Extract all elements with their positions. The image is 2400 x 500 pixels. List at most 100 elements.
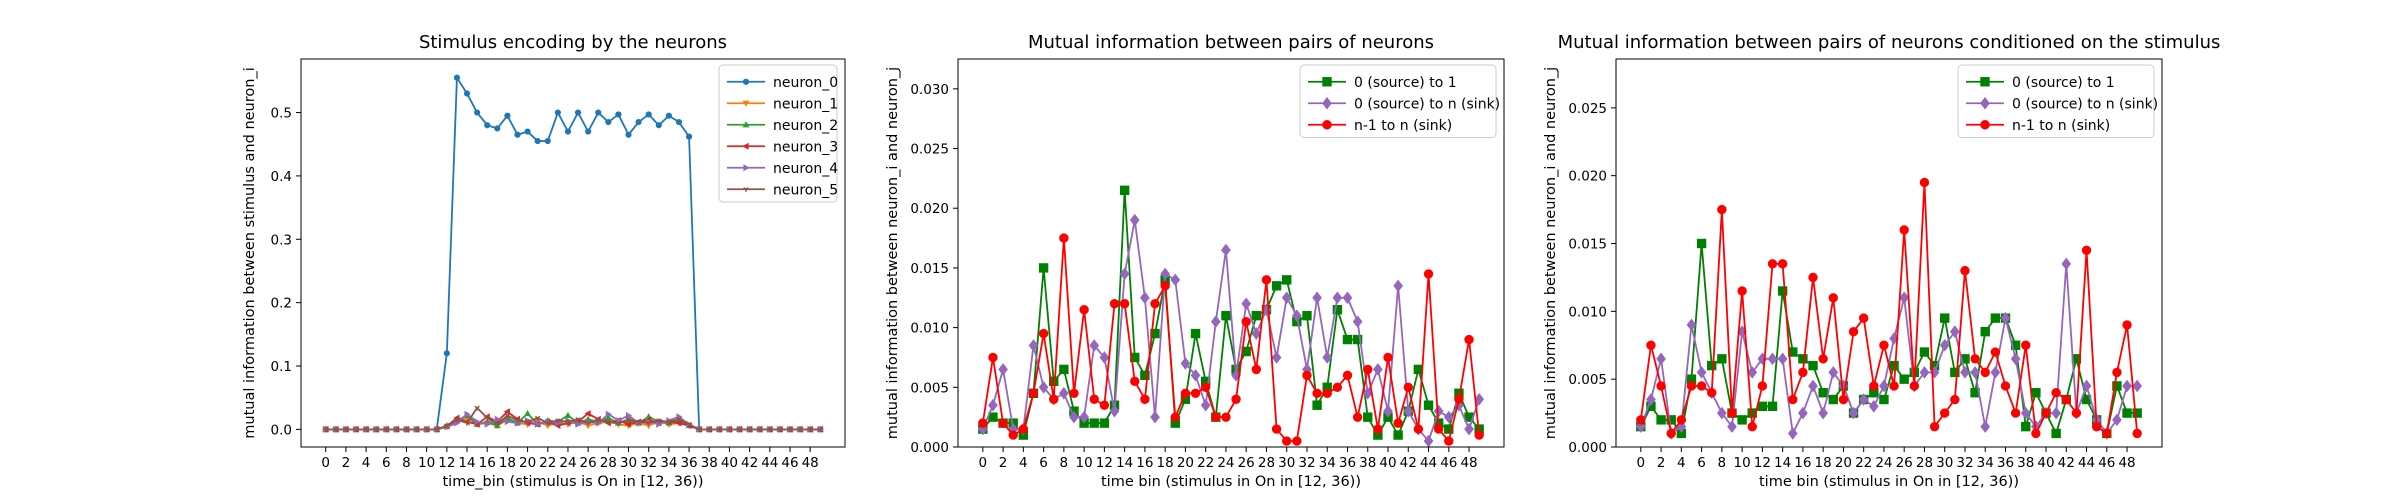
data-point bbox=[1464, 422, 1474, 436]
series-line bbox=[325, 413, 821, 431]
data-point bbox=[1747, 421, 1757, 432]
x-tick-label: 28 bbox=[1916, 455, 1933, 471]
data-point bbox=[585, 128, 592, 135]
data-point bbox=[2061, 257, 2072, 271]
data-point bbox=[1798, 354, 1808, 364]
data-point bbox=[1848, 326, 1859, 337]
data-point bbox=[1423, 400, 1434, 410]
data-point bbox=[545, 420, 551, 426]
data-point bbox=[605, 419, 612, 425]
data-point bbox=[1423, 434, 1434, 448]
x-tick-label: 12 bbox=[438, 455, 455, 471]
data-point bbox=[2051, 388, 2061, 398]
legend-entry: 0 (source) to n (sink) bbox=[1354, 96, 1500, 112]
data-point bbox=[1656, 352, 1666, 366]
data-point bbox=[1889, 381, 1899, 391]
data-point bbox=[635, 118, 642, 126]
data-point bbox=[787, 427, 793, 432]
data-point bbox=[1312, 388, 1322, 398]
chart-title: Mutual information between pairs of neur… bbox=[1028, 32, 1434, 53]
x-tick-label: 30 bbox=[620, 455, 637, 471]
data-point bbox=[1261, 275, 1272, 285]
data-point bbox=[1899, 374, 1909, 384]
x-tick-label: 16 bbox=[1136, 455, 1153, 471]
x-tick-label: 38 bbox=[701, 455, 718, 471]
legend-marker bbox=[742, 100, 750, 107]
data-point bbox=[1646, 340, 1656, 350]
plot-frame bbox=[957, 58, 1505, 448]
x-tick-label: 16 bbox=[479, 455, 496, 471]
data-point bbox=[1332, 291, 1343, 305]
data-point bbox=[1160, 281, 1170, 291]
data-point bbox=[625, 411, 633, 419]
data-point bbox=[1352, 412, 1363, 422]
data-point bbox=[675, 118, 683, 126]
data-point bbox=[1059, 233, 1069, 243]
data-point bbox=[444, 424, 450, 429]
y-tick-label: 0.030 bbox=[910, 82, 949, 98]
y-axis-label: mutual information between neuron_i and … bbox=[1543, 67, 1559, 439]
x-tick-label: 34 bbox=[1319, 455, 1336, 471]
data-point bbox=[322, 427, 329, 432]
x-tick-label: 40 bbox=[1379, 455, 1396, 471]
data-point bbox=[1737, 415, 1747, 425]
y-tick-label: 0.015 bbox=[1568, 237, 1607, 253]
data-point bbox=[1980, 326, 1990, 337]
data-point bbox=[1879, 379, 1889, 393]
legend: 0 (source) to 1 0 (source) to n (sink) n-1… bbox=[1957, 64, 2158, 138]
data-point bbox=[2132, 428, 2142, 439]
data-point bbox=[1767, 401, 1778, 412]
data-point bbox=[716, 427, 723, 432]
data-point bbox=[605, 118, 612, 126]
data-point bbox=[998, 363, 1008, 376]
x-tick-label: 24 bbox=[1875, 455, 1892, 471]
data-point bbox=[393, 427, 400, 432]
x-tick-label: 6 bbox=[382, 455, 391, 471]
data-point bbox=[1828, 293, 1838, 303]
data-point bbox=[1363, 364, 1373, 375]
x-tick-label: 6 bbox=[1039, 455, 1048, 471]
data-point bbox=[1028, 339, 1039, 352]
data-point bbox=[2122, 320, 2132, 330]
data-point bbox=[1454, 394, 1464, 404]
legend-box bbox=[1957, 64, 2155, 138]
data-point bbox=[1038, 263, 1049, 273]
legend-entry: neuron_4 bbox=[773, 161, 838, 177]
data-point bbox=[696, 427, 702, 432]
data-point bbox=[1362, 386, 1373, 400]
data-point bbox=[2051, 428, 2061, 439]
legend-marker bbox=[1322, 77, 1332, 87]
data-point bbox=[1990, 347, 2001, 357]
x-tick-label: 0 bbox=[979, 455, 988, 471]
data-point bbox=[2021, 421, 2031, 432]
x-tick-label: 12 bbox=[1754, 455, 1771, 471]
data-point bbox=[1251, 364, 1262, 375]
x-tick-label: 18 bbox=[1157, 455, 1174, 471]
data-point bbox=[2071, 408, 2082, 418]
data-point bbox=[817, 427, 824, 432]
x-tick-label: 24 bbox=[559, 455, 576, 471]
data-point bbox=[494, 422, 501, 427]
data-point bbox=[1788, 394, 1798, 405]
data-point bbox=[373, 427, 379, 432]
data-point bbox=[615, 420, 622, 426]
data-point bbox=[2102, 428, 2112, 439]
data-point bbox=[1281, 291, 1292, 305]
data-point bbox=[1150, 410, 1160, 424]
x-tick-label: 10 bbox=[1076, 455, 1093, 471]
data-point bbox=[1777, 286, 1788, 296]
data-point bbox=[2122, 408, 2132, 418]
data-point bbox=[1686, 381, 1697, 391]
data-point bbox=[383, 427, 390, 432]
x-tick-label: 46 bbox=[781, 455, 798, 471]
y-tick-label: 0.010 bbox=[1568, 304, 1607, 320]
x-axis-label: time bin (stimulus in On in [12, 36)) bbox=[1759, 474, 2019, 490]
data-point bbox=[2020, 406, 2031, 420]
data-point bbox=[1140, 291, 1150, 305]
x-tick-label: 12 bbox=[1096, 455, 1113, 471]
legend-marker bbox=[742, 142, 749, 150]
data-point bbox=[2122, 379, 2132, 393]
data-point bbox=[1241, 316, 1251, 327]
data-point bbox=[2031, 428, 2041, 439]
data-point bbox=[1210, 315, 1221, 328]
